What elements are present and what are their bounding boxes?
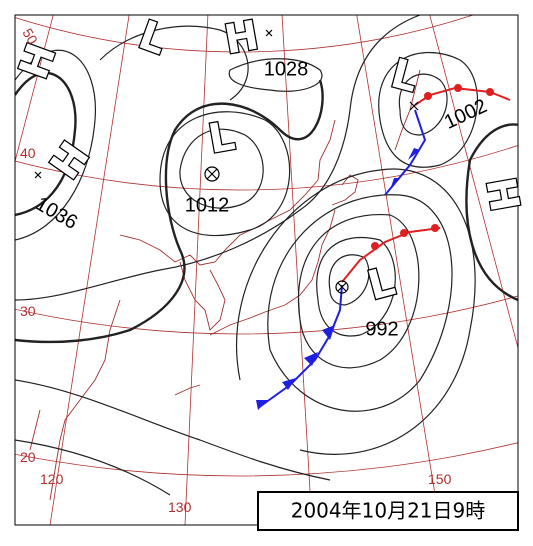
map-body bbox=[15, 15, 518, 525]
latitude-label: 50 bbox=[19, 26, 41, 48]
isobars bbox=[15, 15, 518, 496]
timestamp: 2004年10月21日9時 bbox=[291, 499, 486, 523]
cold-front bbox=[257, 284, 343, 409]
longitude-label: 120 bbox=[40, 471, 64, 487]
longitude-line bbox=[429, 15, 518, 350]
timestamp-box bbox=[257, 491, 519, 531]
longitude-line bbox=[49, 15, 130, 525]
longitude-line bbox=[184, 15, 209, 525]
latitude-line bbox=[15, 441, 518, 477]
pressure-label: 1028 bbox=[264, 58, 309, 80]
pressure-label: 1012 bbox=[185, 194, 230, 216]
latitude-line bbox=[15, 145, 518, 191]
pressure-label: 992 bbox=[365, 318, 398, 340]
coastlines bbox=[29, 69, 421, 501]
latitude-label: 30 bbox=[20, 303, 36, 319]
latitude-label: 20 bbox=[20, 449, 36, 465]
latitude-line bbox=[15, 15, 475, 53]
longitude-label: 130 bbox=[168, 499, 192, 515]
latitude-label: 40 bbox=[20, 145, 36, 161]
longitude-label: 150 bbox=[428, 471, 452, 487]
latitude-line bbox=[15, 295, 518, 335]
warm-front bbox=[341, 227, 441, 283]
fronts bbox=[256, 84, 511, 410]
centers bbox=[34, 29, 419, 294]
longitude-line bbox=[356, 15, 441, 525]
